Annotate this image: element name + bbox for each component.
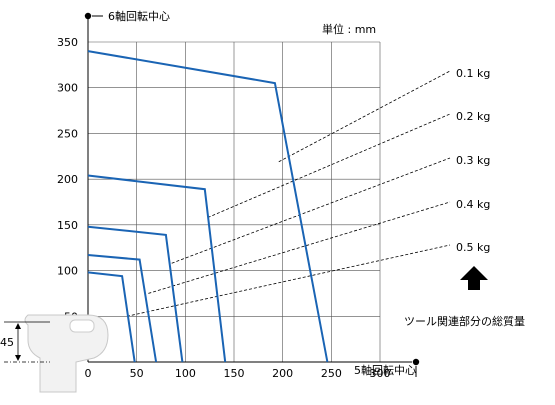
flange-window [69,319,95,333]
dimension-arrow-down [15,355,21,361]
leader-line [171,157,451,264]
origin-marker-group: 6軸回転中心 5軸回転中心 単位 : mm [84,9,420,377]
y-tick-label: 150 [57,219,78,232]
y-axis-title: 6軸回転中心 [108,9,170,23]
axes [87,18,412,363]
legend-item-label: 0.5 kg [456,241,490,254]
arrow-up-icon [460,266,488,290]
x-tick-label: 300 [370,367,391,380]
x-tick-label: 200 [272,367,293,380]
tool-flange-illustration: 45 [0,314,109,393]
grid [88,41,381,362]
legend-caption: ツール関連部分の総質量 [404,314,525,328]
y-tick-label: 350 [57,36,78,49]
unit-label: 単位 : mm [322,22,376,36]
leader-line [126,244,451,317]
y-tick-label: 200 [57,173,78,186]
y-tick-label: 300 [57,82,78,95]
tick-labels: 05010015020025030050100150200250300350 [57,36,391,380]
legend-item-label: 0.4 kg [456,198,490,211]
series-line [87,50,329,363]
legend-item-label: 0.1 kg [456,67,490,80]
mass-arrow: ツール関連部分の総質量 [404,266,525,328]
x-tick-label: 0 [85,367,92,380]
leader-line [207,113,451,218]
x-axis-origin-dot [412,358,420,366]
legend: 0.1 kg 0.2 kg 0.3 kg 0.4 kg 0.5 kg [456,67,490,254]
series-line [87,254,158,363]
flange-body [24,314,109,393]
y-axis-origin-dot [84,12,92,20]
x-axis-title: 5軸回転中心 [354,363,416,377]
x-tick-label: 150 [224,367,245,380]
legend-item-label: 0.3 kg [456,154,490,167]
x-tick-label: 250 [321,367,342,380]
x-tick-label: 50 [130,367,144,380]
legend-item-label: 0.2 kg [456,110,490,123]
leader-lines [126,70,451,317]
offset-label: 45 [0,336,14,349]
y-tick-label: 250 [57,127,78,140]
x-tick-label: 100 [175,367,196,380]
y-tick-label: 100 [57,265,78,278]
series-line [87,174,227,363]
dimension-arrow-up [15,323,21,329]
series-curves [87,50,329,363]
series-line [87,271,136,363]
leader-line [148,201,451,294]
leader-line [278,70,451,163]
series-line [87,225,184,363]
